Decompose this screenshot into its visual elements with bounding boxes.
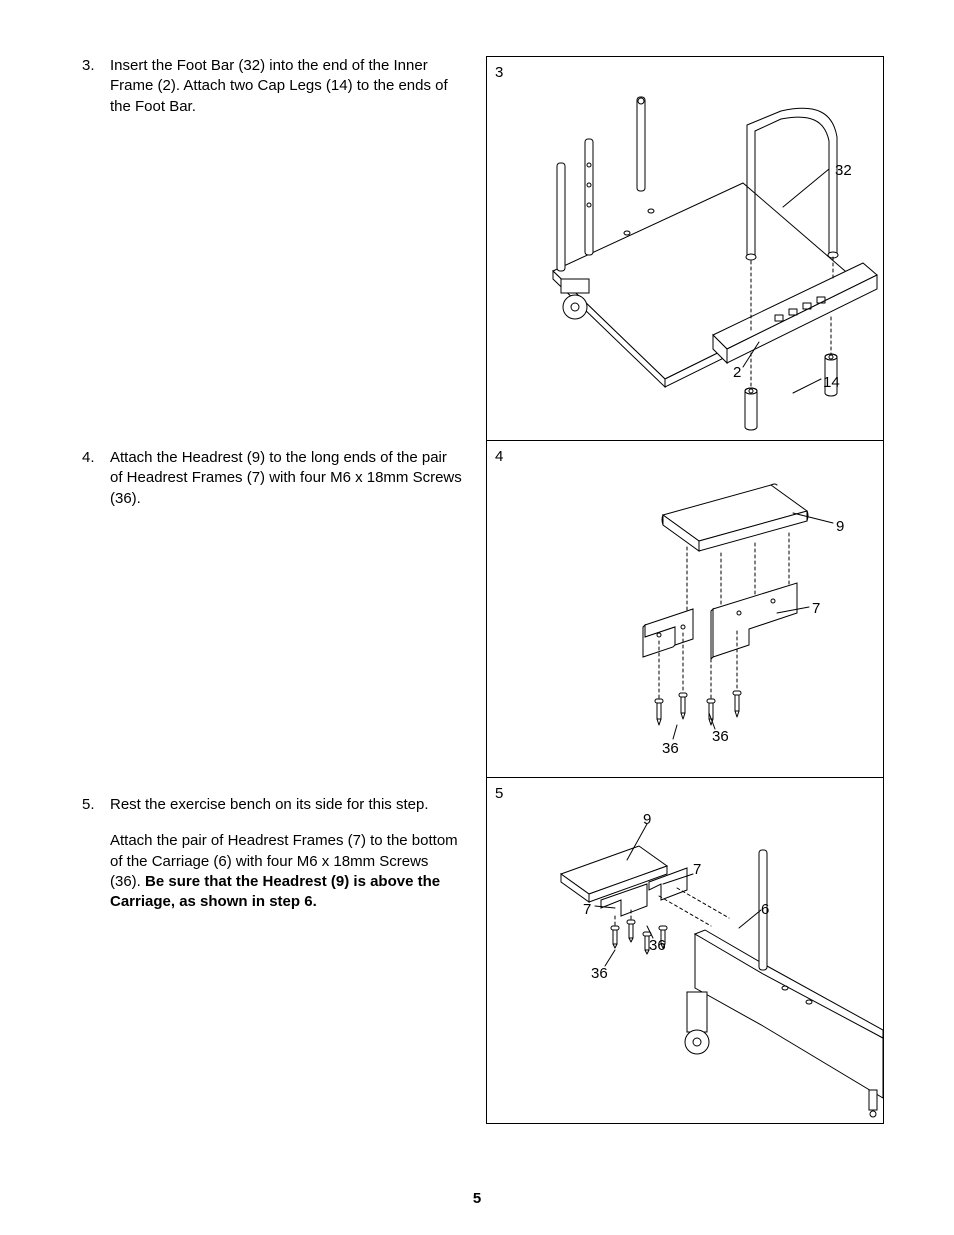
figures-column: 3 (486, 56, 884, 1124)
callout-label: 6 (761, 900, 769, 920)
callout-label: 14 (823, 373, 840, 393)
step-text: Insert the Foot Bar (32) into the end of… (110, 56, 480, 117)
callout-label: 36 (649, 936, 666, 956)
callout-label: 36 (591, 964, 608, 984)
step-text: Attach the Headrest (9) to the long ends… (110, 448, 480, 509)
figure-number: 4 (495, 447, 503, 467)
text-run: Insert the Foot Bar (32) into the end of… (110, 57, 448, 115)
text-run: Attach the Headrest (9) to the long ends… (110, 449, 462, 507)
callout-label: 32 (835, 161, 852, 181)
step-text: Attach the pair of Headrest Frames (7) t… (110, 831, 480, 912)
callout-label: 2 (733, 363, 741, 383)
step-number: 3. (82, 56, 110, 76)
page-number: 5 (0, 1189, 954, 1209)
callout-label: 7 (693, 860, 701, 880)
callout-label: 7 (583, 900, 591, 920)
figure-5-drawing (487, 778, 885, 1124)
callout-label: 9 (836, 517, 844, 537)
step-number: 5. (82, 795, 110, 815)
page: 3.Insert the Foot Bar (32) into the end … (0, 0, 954, 1235)
callout-label: 9 (643, 810, 651, 830)
figure-5-box: 5 (486, 778, 884, 1124)
callout-label: 36 (662, 739, 679, 759)
figure-4-box: 4 (486, 441, 884, 778)
figure-number: 5 (495, 784, 503, 804)
step-row: 3.Insert the Foot Bar (32) into the end … (82, 56, 484, 117)
step-row: Attach the pair of Headrest Frames (7) t… (82, 831, 484, 912)
step-number: 4. (82, 448, 110, 468)
callout-label: 7 (812, 599, 820, 619)
callout-label: 36 (712, 727, 729, 747)
step-row: 4.Attach the Headrest (9) to the long en… (82, 448, 484, 509)
figure-4-drawing (487, 441, 885, 778)
step-text: Rest the exercise bench on its side for … (110, 795, 480, 815)
text-run: Rest the exercise bench on its side for … (110, 796, 429, 813)
step-3: 3.Insert the Foot Bar (32) into the end … (82, 56, 484, 121)
figure-number: 3 (495, 63, 503, 83)
text-run: Be sure that the Headrest (9) is above t… (110, 873, 440, 910)
step-5: 5.Rest the exercise bench on its side fo… (82, 795, 484, 916)
figure-3-box: 3 (486, 56, 884, 441)
step-row: 5.Rest the exercise bench on its side fo… (82, 795, 484, 815)
step-4: 4.Attach the Headrest (9) to the long en… (82, 448, 484, 513)
